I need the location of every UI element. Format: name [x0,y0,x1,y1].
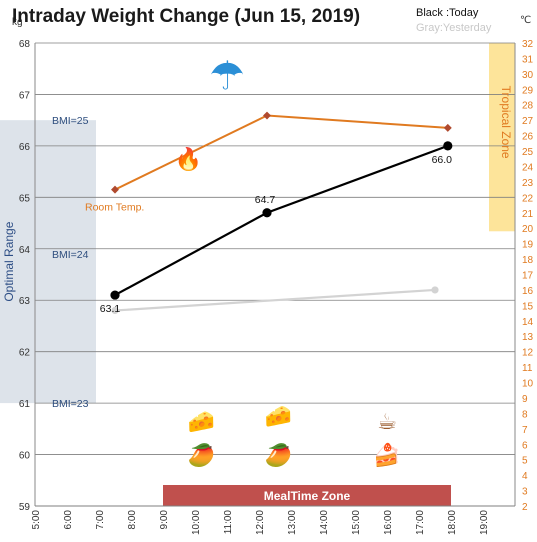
y-left-tick-label: 60 [19,451,31,462]
room-temp-point [263,111,271,120]
mealtime-zone-band [163,485,451,506]
y-left-tick-label: 59 [19,502,31,513]
y-right-tick-label: 25 [522,147,534,158]
cheese-icon: 🧀 [264,405,291,430]
mango-icon: 🥭 [264,442,291,468]
x-tick-label: 18:00 [447,510,458,535]
y-left-tick-label: 64 [19,245,31,256]
y-right-tick-label: 20 [522,224,534,235]
today-point [443,141,453,151]
today-point [110,290,120,300]
room-temp-point [443,123,452,132]
y-left-tick-label: 65 [19,193,31,204]
umbrella-icon: ☂ [209,53,245,99]
x-tick-label: 19:00 [479,510,490,535]
x-tick-label: 10:00 [191,510,202,535]
y-right-tick-label: 28 [522,101,534,112]
chart-title: Intraday Weight Change (Jun 15, 2019) [12,6,360,27]
coffee-icon: ☕ [377,410,397,435]
today-data-label: 64.7 [255,194,276,206]
y-right-unit: ℃ [520,15,531,26]
y-left-tick-label: 67 [19,90,31,101]
y-right-tick-label: 30 [522,70,534,81]
bmi-label: BMI=23 [52,398,89,410]
room-temp-label: Room Temp. [85,202,144,214]
y-right-tick-label: 6 [522,440,528,451]
y-right-tick-label: 12 [522,348,534,359]
today-data-label: 66.0 [432,154,453,166]
x-tick-label: 12:00 [255,510,266,535]
y-right-tick-label: 7 [522,425,528,436]
y-right-tick-label: 11 [522,363,533,374]
mealtime-zone-label: MealTime Zone [264,489,351,503]
y-right-tick-label: 13 [522,332,534,343]
y-left-tick-label: 66 [19,142,31,153]
y-left-tick-label: 63 [19,296,31,307]
today-data-label: 63.1 [100,303,121,315]
legend-today: Black :Today [416,7,479,19]
x-tick-label: 15:00 [351,510,362,535]
tropical-zone-label: Tropical Zone [499,86,513,159]
room-temp-point [111,185,119,194]
y-right-tick-label: 5 [522,456,528,467]
x-tick-label: 7:00 [95,510,106,530]
y-right-tick-label: 9 [522,394,528,405]
y-left-tick-label: 61 [19,399,31,410]
y-right-tick-label: 32 [522,39,534,50]
bmi-label: BMI=24 [52,249,89,261]
y-left-unit: kg [12,17,23,28]
y-right-tick-label: 21 [522,209,534,220]
fireplace-icon: 🔥 [175,146,202,172]
yesterday-line [114,288,436,312]
y-right-tick-label: 19 [522,240,534,251]
x-tick-label: 17:00 [415,510,426,535]
y-right-tick-label: 15 [522,301,534,312]
room-temp-line [114,114,448,191]
y-right-tick-label: 31 [522,54,534,65]
today-point [262,208,272,218]
y-right-tick-label: 10 [522,379,534,390]
y-right-tick-label: 23 [522,178,534,189]
x-tick-label: 6:00 [63,510,74,530]
y-right-tick-label: 16 [522,286,534,297]
legend-yesterday: Gray:Yesterday [416,22,492,34]
y-right-tick-label: 29 [522,85,534,96]
bmi-label: BMI=25 [52,115,89,127]
optimal-range-label: Optimal Range [2,221,16,301]
cake-icon: 🍰 [373,442,400,468]
y-right-tick-label: 22 [522,193,534,204]
y-right-tick-label: 8 [522,409,528,420]
mango-icon: 🥭 [188,442,215,468]
y-right-tick-label: 24 [522,162,534,173]
yesterday-point [431,286,439,294]
x-tick-label: 5:00 [31,510,42,530]
y-left-tick-label: 68 [19,39,31,50]
tropical-zone-band [489,43,515,232]
x-tick-label: 9:00 [159,510,170,530]
y-right-tick-label: 27 [522,116,534,127]
x-tick-label: 16:00 [383,510,394,535]
x-tick-label: 14:00 [319,510,330,535]
optimal-range-band [0,120,96,404]
y-right-tick-label: 2 [522,502,528,513]
y-right-tick-label: 14 [522,317,534,328]
cheese-icon: 🧀 [188,410,215,435]
y-left-tick-label: 62 [19,348,31,359]
y-right-tick-label: 4 [522,471,528,482]
y-right-tick-label: 26 [522,132,534,143]
y-right-tick-label: 18 [522,255,534,266]
x-tick-label: 13:00 [287,510,298,535]
x-tick-label: 8:00 [127,510,138,530]
y-right-tick-label: 3 [522,487,528,498]
y-right-tick-label: 17 [522,271,534,282]
today-line [114,144,449,297]
x-tick-label: 11:00 [223,510,234,535]
yesterday-point [111,306,119,315]
